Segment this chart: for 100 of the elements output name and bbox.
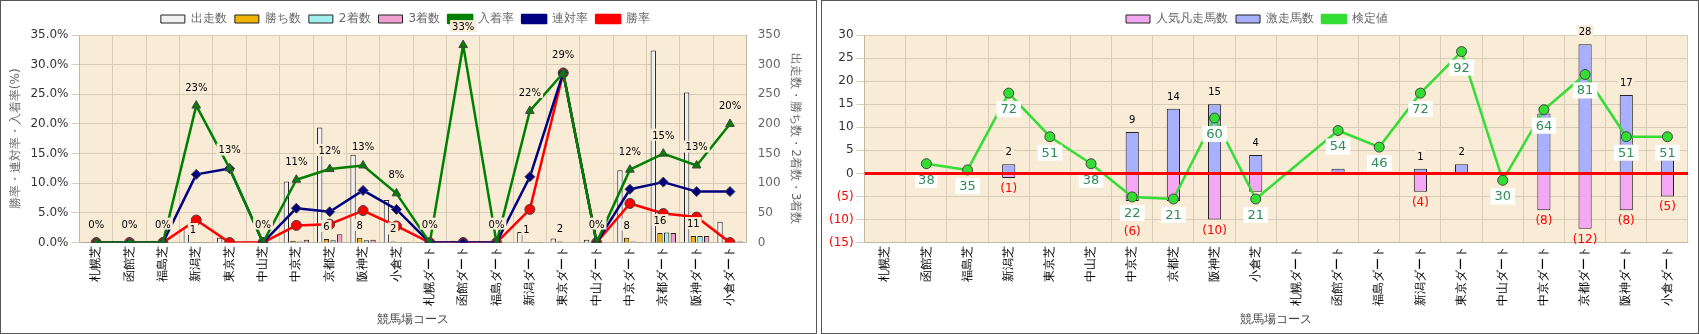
data-label: 64 bbox=[1535, 117, 1553, 133]
y-tick-label: 5.0% bbox=[38, 205, 69, 220]
x-tick-label: 小倉ダート bbox=[722, 245, 737, 306]
data-label: 12% bbox=[618, 145, 642, 157]
data-label: 2 bbox=[1458, 146, 1465, 158]
data-label: (6) bbox=[1123, 223, 1141, 238]
data-label: 21 bbox=[1247, 207, 1265, 222]
data-label: (8) bbox=[1617, 213, 1635, 228]
y2-axis-title: 出走数・勝ち数・2着数・3着数 bbox=[788, 53, 803, 225]
x-tick-label: 函館ダート bbox=[455, 245, 470, 306]
y-tick-label: 25 bbox=[838, 50, 854, 65]
x-tick-label: 札幌ダート bbox=[1289, 245, 1304, 306]
x-axis-title: 競馬場コース bbox=[377, 311, 450, 326]
x-tick-label: 札幌ダート bbox=[421, 245, 436, 306]
x-tick-label: 中京ダート bbox=[622, 245, 637, 306]
data-label: (8) bbox=[1535, 213, 1553, 228]
legend-label: 人気凡走馬数 bbox=[1156, 11, 1228, 26]
x-tick-label: 阪神芝 bbox=[1206, 245, 1221, 282]
data-label: 20% bbox=[718, 99, 742, 111]
y2-tick-label: 100 bbox=[757, 175, 781, 190]
data-label: (10) bbox=[1202, 222, 1227, 237]
data-label: 29% bbox=[552, 48, 575, 60]
y2-tick-label: 0 bbox=[757, 234, 766, 249]
data-label: 54 bbox=[1329, 138, 1347, 154]
data-label: 11% bbox=[285, 155, 308, 167]
data-label: 0% bbox=[88, 218, 105, 230]
x-tick-label: 新潟芝 bbox=[188, 245, 203, 282]
x-tick-label: 京都ダート bbox=[655, 245, 670, 306]
x-tick-label: 京都芝 bbox=[321, 245, 336, 282]
legend-label: 連対率 bbox=[552, 11, 589, 26]
data-label: 2 bbox=[1005, 146, 1012, 158]
data-label: (12) bbox=[1572, 231, 1598, 246]
x-tick-label: 小倉芝 bbox=[1247, 245, 1262, 282]
x-tick-label: 東京ダート bbox=[1453, 245, 1468, 306]
data-label: 1 bbox=[1417, 150, 1424, 162]
y2-tick-label: 300 bbox=[757, 56, 781, 71]
y-tick-label: 0 bbox=[845, 165, 854, 180]
x-tick-label: 札幌芝 bbox=[877, 245, 892, 282]
x-tick-label: 中京芝 bbox=[288, 245, 303, 282]
data-label: (4) bbox=[1411, 194, 1429, 209]
x-tick-label: 福島ダート bbox=[1371, 245, 1386, 306]
data-label: 51 bbox=[1041, 144, 1059, 160]
y-tick-label: 25.0% bbox=[30, 86, 69, 101]
y2-tick-label: 350 bbox=[757, 27, 781, 42]
data-label: 2 bbox=[556, 223, 564, 235]
data-label: 8% bbox=[388, 169, 405, 181]
x-tick-label: 福島ダート bbox=[488, 245, 503, 306]
y-tick-label: 30 bbox=[838, 27, 854, 42]
x-tick-label: 阪神芝 bbox=[355, 245, 370, 282]
x-tick-label: 新潟ダート bbox=[1412, 245, 1427, 306]
data-label: 13% bbox=[218, 144, 241, 156]
data-label: 92 bbox=[1453, 59, 1470, 75]
x-tick-label: 小倉ダート bbox=[1659, 245, 1674, 306]
data-label: 28 bbox=[1578, 26, 1592, 38]
x-tick-label: 中山ダート bbox=[1494, 245, 1509, 306]
x-tick-label: 新潟芝 bbox=[1000, 245, 1015, 282]
x-tick-label: 新潟ダート bbox=[521, 245, 536, 306]
data-label: 22 bbox=[1123, 204, 1141, 220]
data-label: 9 bbox=[1129, 113, 1136, 125]
data-label: 6 bbox=[323, 221, 330, 233]
y-tick-label: 10 bbox=[838, 119, 854, 134]
data-label: 33% bbox=[452, 21, 475, 33]
data-label: 4 bbox=[1252, 136, 1259, 148]
data-label: 13% bbox=[685, 141, 708, 153]
x-tick-label: 京都芝 bbox=[1165, 245, 1180, 282]
y-tick-label: 20 bbox=[838, 73, 854, 88]
legend-label: 2着数 bbox=[338, 11, 371, 26]
y2-tick-label: 150 bbox=[757, 145, 781, 160]
x-tick-label: 阪神ダート bbox=[688, 245, 703, 306]
x-tick-label: 東京芝 bbox=[221, 245, 236, 282]
legend-label: 激走馬数 bbox=[1266, 11, 1314, 26]
x-tick-label: 中山芝 bbox=[255, 245, 270, 282]
data-label: 0% bbox=[421, 218, 438, 230]
data-label: (5) bbox=[1658, 199, 1676, 214]
y-axis-title: 勝率・連対率・入着率(%) bbox=[8, 68, 23, 210]
data-label: 72 bbox=[1000, 101, 1017, 117]
y-tick-label: 20.0% bbox=[30, 116, 69, 131]
data-label: 35 bbox=[959, 177, 976, 193]
data-label: 38 bbox=[1082, 171, 1100, 187]
data-label: 0% bbox=[588, 218, 605, 230]
y-tick-label: 15.0% bbox=[30, 145, 69, 160]
x-tick-label: 函館芝 bbox=[121, 245, 136, 282]
data-label: (1) bbox=[1000, 181, 1018, 196]
data-label: 72 bbox=[1412, 101, 1429, 117]
data-label: 16 bbox=[653, 215, 667, 227]
y-tick-label: (10) bbox=[828, 211, 854, 226]
data-label: 8 bbox=[623, 219, 630, 231]
data-label: 81 bbox=[1576, 82, 1594, 98]
data-label: 2 bbox=[389, 223, 397, 235]
y-tick-label: 15 bbox=[838, 96, 854, 111]
x-tick-label: 小倉芝 bbox=[388, 245, 403, 282]
data-label: 30 bbox=[1494, 188, 1512, 204]
x-tick-label: 札幌芝 bbox=[88, 245, 103, 282]
y-tick-label: 10.0% bbox=[30, 175, 69, 190]
data-label: 12% bbox=[318, 145, 341, 157]
x-tick-label: 中京芝 bbox=[1124, 245, 1139, 282]
x-tick-label: 函館ダート bbox=[1330, 245, 1345, 306]
x-tick-label: 東京ダート bbox=[555, 245, 570, 306]
legend-label: 検定値 bbox=[1352, 11, 1388, 26]
y-tick-label: (5) bbox=[836, 188, 854, 203]
